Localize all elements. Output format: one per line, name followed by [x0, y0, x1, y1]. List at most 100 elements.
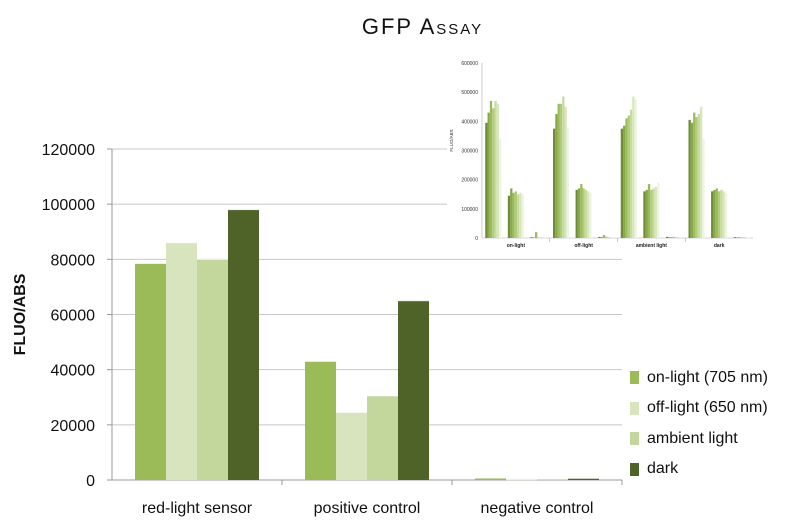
inset-bar	[605, 236, 608, 238]
legend-item: on-light (705 nm)	[630, 366, 768, 390]
inset-y-tick-label: 300000	[461, 149, 478, 155]
inset-bar	[530, 237, 533, 238]
inset-bar	[521, 194, 524, 238]
inset-bar	[702, 138, 705, 238]
inset-bar	[634, 99, 637, 238]
inset-bar	[600, 237, 603, 238]
inset-bar	[552, 128, 556, 238]
inset-bar	[487, 112, 490, 238]
inset-bar	[713, 189, 716, 238]
inset-bar	[711, 191, 714, 238]
inset-bar	[654, 186, 658, 238]
inset-bar	[643, 191, 646, 238]
inset-bar	[632, 96, 635, 238]
inset-bar	[532, 237, 536, 238]
chart-title: GFP Assay	[361, 14, 484, 39]
inset-bar	[580, 184, 583, 238]
inset-bar	[699, 106, 703, 238]
inset-bar	[575, 189, 578, 238]
inset-bar	[544, 237, 547, 238]
inset-bar	[562, 96, 565, 238]
inset-bar	[742, 237, 746, 238]
y-tick-label: 20000	[51, 418, 96, 435]
inset-bar	[690, 122, 694, 238]
inset-bar	[733, 237, 736, 238]
inset-bar	[695, 116, 698, 238]
inset-bar	[507, 195, 511, 238]
inset-bar	[519, 192, 522, 238]
inset-bar	[693, 112, 696, 238]
x-tick-label: positive control	[314, 500, 421, 517]
bar	[305, 361, 336, 480]
inset-bar	[584, 189, 588, 238]
inset-bar	[625, 118, 628, 238]
y-tick-label: 120000	[42, 142, 95, 159]
inset-bar	[724, 192, 728, 238]
inset-bar	[627, 115, 630, 238]
inset-bar	[492, 108, 495, 238]
inset-bar	[717, 191, 721, 238]
inset-bar	[611, 237, 615, 238]
inset-y-tick-label: 500000	[461, 90, 478, 96]
inset-bar	[657, 182, 660, 238]
bar	[537, 478, 568, 480]
inset-x-tick-label: on-light	[507, 243, 526, 249]
inset-bar	[602, 235, 606, 238]
inset-bar	[517, 194, 520, 238]
inset-bar	[494, 100, 497, 238]
inset-bar	[512, 192, 515, 238]
inset-bar	[564, 106, 567, 238]
inset-bar	[609, 237, 612, 238]
inset-bar	[697, 114, 700, 238]
legend-item: dark	[630, 458, 768, 482]
inset-bar	[499, 138, 502, 238]
inset-bar	[535, 232, 538, 238]
inset-x-tick-label: off-light	[574, 243, 593, 249]
inset-bar	[740, 237, 743, 238]
inset-bar	[623, 125, 626, 238]
inset-bar	[745, 237, 748, 238]
inset-bar	[514, 191, 518, 238]
bar	[398, 300, 429, 480]
inset-bar	[496, 103, 500, 238]
inset-bar	[485, 122, 488, 238]
inset-bar	[645, 189, 648, 238]
y-tick-label: 80000	[51, 252, 96, 269]
inset-bar	[715, 188, 718, 238]
inset-bar	[539, 237, 542, 238]
legend-label: dark	[647, 460, 679, 478]
inset-bar	[587, 191, 590, 238]
inset-bar	[510, 188, 513, 238]
legend-swatch	[630, 371, 639, 385]
legend-swatch	[630, 432, 639, 446]
inset-bar	[738, 237, 741, 238]
inset-bar	[582, 188, 585, 238]
bar	[367, 395, 398, 480]
inset-bar	[489, 100, 493, 238]
bar	[197, 259, 228, 480]
inset-bar	[647, 184, 651, 238]
inset-bar	[650, 189, 653, 238]
legend-label: off-light (650 nm)	[647, 399, 768, 417]
legend-label: ambient light	[647, 429, 738, 447]
inset-bar	[747, 237, 750, 238]
legend-swatch	[630, 401, 639, 415]
y-tick-label: 60000	[51, 308, 96, 325]
inset-bar	[677, 237, 680, 238]
inset-bar	[555, 114, 558, 238]
bar	[228, 209, 259, 480]
legend-swatch	[630, 462, 639, 476]
inset-bar	[720, 189, 723, 238]
inset-bar	[672, 236, 676, 238]
inset-bar	[670, 237, 673, 238]
inset-bar	[688, 119, 691, 238]
inset-bar	[559, 103, 563, 238]
inset-bar	[675, 237, 678, 238]
y-tick-label: 0	[86, 473, 95, 490]
inset-y-tick-label: 600000	[461, 61, 478, 67]
inset-y-axis-label: FLUO/ABS	[449, 129, 454, 151]
bar	[568, 478, 599, 480]
y-tick-label: 100000	[42, 197, 95, 214]
inset-bar	[598, 236, 601, 238]
